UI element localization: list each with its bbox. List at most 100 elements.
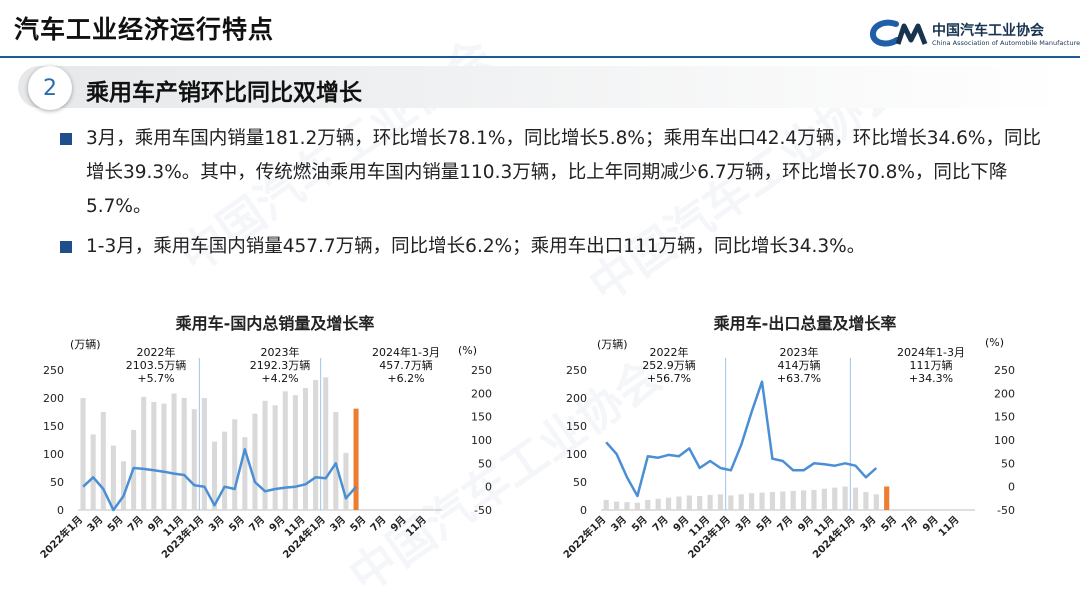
annotation-line: +34.3%	[908, 372, 954, 385]
x-tick-label: 7月	[899, 514, 919, 534]
annotation-line: 2103.5万辆	[125, 359, 187, 372]
bar	[151, 401, 157, 510]
y2-tick-label: -50	[474, 504, 492, 517]
x-tick-label: 7月	[368, 514, 388, 534]
slide-header: 汽车工业经济运行特点 中国汽车工业协会 China Association of…	[0, 0, 1080, 56]
bar	[242, 437, 248, 510]
annotation-line: 111万辆	[909, 359, 953, 372]
y2-tick-label: 150	[994, 411, 1015, 424]
bar	[697, 496, 703, 510]
x-tick-label: 11月	[936, 514, 961, 539]
x-tick-label: 5月	[348, 514, 368, 534]
slide-title: 汽车工业经济运行特点	[14, 15, 275, 44]
annotation-line: 2022年	[136, 346, 176, 359]
annotation-line: +63.7%	[776, 372, 822, 385]
annotation-line: 2022年	[649, 346, 689, 359]
y-axis-unit: (万辆)	[597, 338, 628, 351]
highlight-bar	[353, 408, 359, 510]
x-tick-label: 3月	[733, 514, 753, 534]
section-banner	[18, 66, 1068, 108]
bar	[645, 499, 651, 510]
x-tick-label: 3月	[858, 514, 878, 534]
x-tick-label: 5月	[754, 514, 774, 534]
bar	[171, 393, 177, 510]
section-title: 乘用车产销环比同比双增长	[86, 80, 362, 106]
bar	[852, 487, 859, 510]
bar	[634, 502, 640, 510]
x-tick-label: 3月	[85, 514, 105, 534]
bar	[110, 445, 116, 510]
annotation-line: +4.2%	[261, 372, 299, 385]
annotation-2023: 2023年 414万辆 +63.7%	[751, 346, 847, 385]
y-axis-unit: (万辆)	[70, 338, 101, 351]
annotation-line: +5.7%	[137, 372, 175, 385]
y-tick-label: 150	[43, 420, 64, 433]
logo-cn-text: 中国汽车工业协会	[932, 23, 1044, 39]
bar	[333, 412, 339, 510]
annotation-line: 414万辆	[777, 359, 821, 372]
annotation-line: 2023年	[779, 346, 819, 359]
caam-logo-icon	[870, 19, 928, 47]
bar	[759, 492, 765, 510]
x-tick-label: 5月	[629, 514, 649, 534]
x-tick-label: 11月	[404, 514, 429, 539]
annotation-2024: 2024年1-3月 111万辆 +34.3%	[883, 346, 979, 385]
square-bullet-icon	[60, 241, 72, 253]
y2-tick-label: 150	[471, 411, 492, 424]
bar	[201, 398, 207, 510]
bar	[323, 377, 329, 510]
annotation-2022: 2022年 2103.5万辆 +5.7%	[108, 346, 204, 385]
bar	[624, 502, 630, 510]
annotation-line: 2192.3万辆	[249, 359, 311, 372]
annotation-line: 2024年1-3月	[372, 346, 440, 359]
annotation-2024: 2024年1-3月 457.7万辆 +6.2%	[358, 346, 454, 385]
chart-plot: 0 50 100 150 200 250 -50 0 50 100 150 200 250 2022年1月…	[560, 358, 1015, 561]
bar	[873, 494, 879, 510]
y-tick-label: 100	[43, 448, 64, 461]
bar	[272, 405, 278, 510]
bar	[292, 395, 298, 510]
bar	[161, 403, 167, 510]
annotation-line: 457.7万辆	[379, 359, 433, 372]
bar	[603, 499, 609, 510]
annotation-2023: 2023年 2192.3万辆 +4.2%	[232, 346, 328, 385]
x-tick-label: 7月	[125, 514, 145, 534]
bullet-item: 1-3月，乘用车国内销量457.7万辆，同比增长6.2%；乘用车出口111万辆，…	[52, 230, 1042, 264]
annotation-2022: 2022年 252.9万辆 +56.7%	[621, 346, 717, 385]
y-tick-label: 200	[43, 392, 64, 405]
y2-axis-unit: (%)	[985, 336, 1005, 349]
bar	[100, 412, 106, 510]
x-tick-label: 3月	[609, 514, 629, 534]
bar	[738, 494, 744, 510]
y2-tick-label: 0	[485, 481, 492, 494]
y2-tick-label: 100	[471, 434, 492, 447]
bar	[252, 413, 258, 510]
y2-tick-label: 200	[994, 387, 1015, 400]
bar	[769, 492, 776, 510]
bar	[800, 490, 807, 510]
y2-tick-label: 250	[471, 364, 492, 377]
highlight-bar	[884, 486, 890, 510]
bar	[222, 431, 228, 510]
chart-title: 乘用车-出口总量及增长率	[713, 314, 897, 333]
bar	[728, 495, 734, 510]
annotation-line: +56.7%	[646, 372, 692, 385]
annotation-line: 2023年	[260, 346, 300, 359]
bar	[181, 398, 187, 510]
x-tick-label: 7月	[650, 514, 670, 534]
x-tick-label: 7月	[247, 514, 267, 534]
bar	[821, 488, 827, 510]
y2-tick-label: 250	[994, 364, 1015, 377]
x-tick-label: 5月	[105, 514, 125, 534]
bar	[655, 498, 661, 510]
bar	[313, 380, 319, 510]
y-tick-label: 150	[566, 420, 587, 433]
y2-tick-label: 100	[994, 434, 1015, 447]
y2-tick-label: 50	[478, 457, 492, 470]
bullet-text: 1-3月，乘用车国内销量457.7万辆，同比增长6.2%；乘用车出口111万辆，…	[86, 236, 866, 257]
y2-tick-label: 50	[1001, 457, 1015, 470]
y-tick-label: 50	[50, 476, 64, 489]
bar	[343, 452, 349, 510]
annotation-line: 252.9万辆	[642, 359, 696, 372]
section-number-badge: 2	[28, 66, 72, 110]
